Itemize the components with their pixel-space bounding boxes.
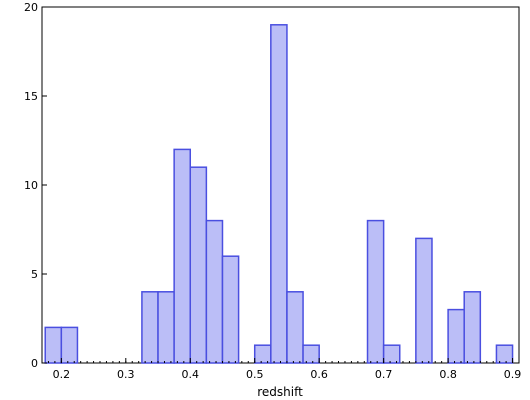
bars-group <box>44 24 514 364</box>
histogram-bar <box>415 237 433 364</box>
x-axis-label: redshift <box>257 385 303 399</box>
histogram-bar <box>44 326 63 364</box>
histogram-bar <box>205 219 224 364</box>
x-tick-label: 0.6 <box>310 368 328 381</box>
histogram-bar <box>141 291 159 364</box>
histogram-bar <box>253 344 272 364</box>
x-tick-label: 0.2 <box>53 368 71 381</box>
y-tick-label: 15 <box>24 90 38 103</box>
histogram-bar <box>463 291 482 364</box>
histogram-bar <box>447 308 465 364</box>
x-tick-label: 0.5 <box>246 368 264 381</box>
histogram-bar <box>157 291 175 364</box>
y-tick-label: 20 <box>24 1 38 14</box>
x-tick-label: 0.8 <box>439 368 457 381</box>
histogram-bar <box>366 219 385 364</box>
histogram-bar <box>382 344 401 364</box>
x-tick-label: 0.4 <box>182 368 200 381</box>
histogram-bar <box>495 344 514 364</box>
y-tick-label: 5 <box>31 268 38 281</box>
histogram-bar <box>302 344 320 364</box>
histogram-bar <box>173 148 192 364</box>
y-axis-ticks: 0 5 10 15 20 <box>24 1 47 370</box>
y-tick-label: 0 <box>31 357 38 370</box>
histogram-bar <box>270 24 288 364</box>
x-tick-label: 0.7 <box>375 368 393 381</box>
histogram-bar <box>189 166 208 364</box>
y-tick-label: 10 <box>24 179 38 192</box>
histogram-bar <box>60 326 79 364</box>
histogram-bar <box>221 255 240 364</box>
x-axis-ticks: 0.2 0.3 0.4 0.5 0.6 0.7 0.8 0.9 <box>53 358 522 381</box>
histogram-bar <box>286 291 304 364</box>
x-tick-label: 0.3 <box>117 368 135 381</box>
x-tick-label: 0.9 <box>504 368 522 381</box>
